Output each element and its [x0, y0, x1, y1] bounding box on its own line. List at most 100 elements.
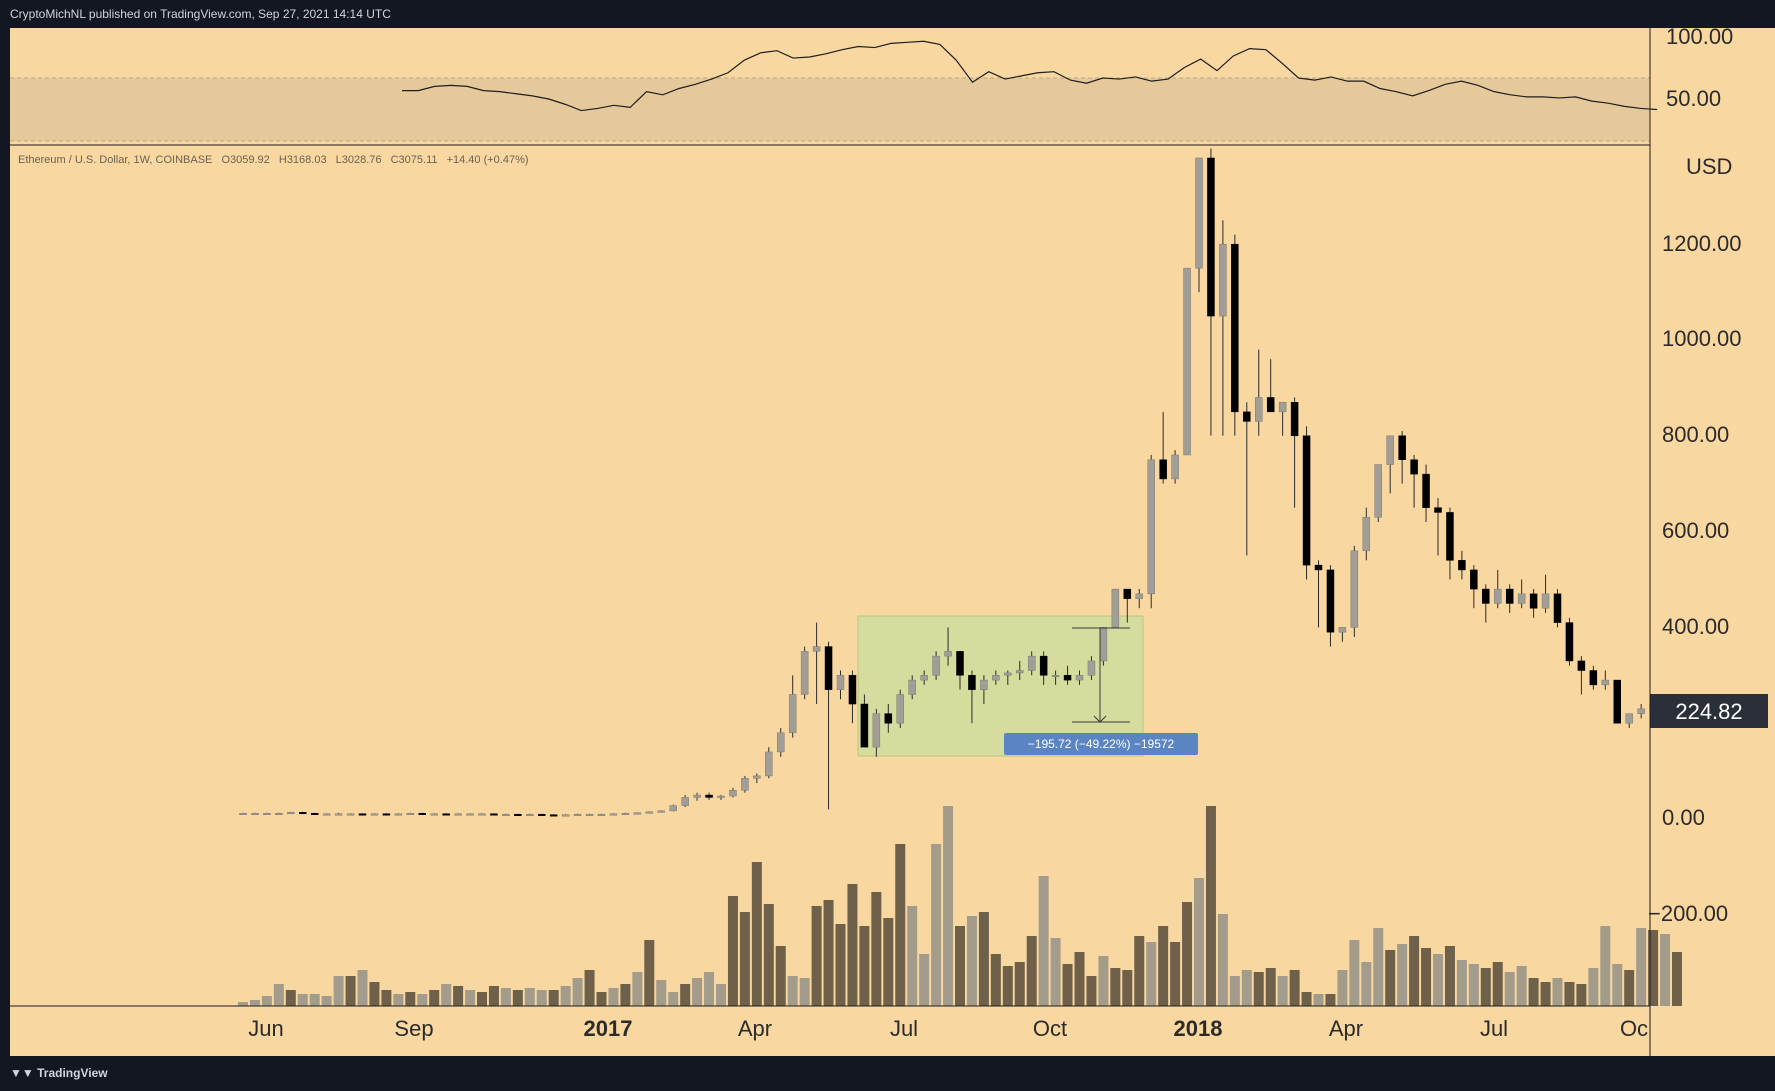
candle-body: [1410, 459, 1418, 475]
volume-bar: [273, 984, 284, 1006]
candle-body: [251, 813, 259, 816]
last-price-value: 224.82: [1675, 699, 1742, 724]
candle-body: [932, 655, 940, 676]
candle: [1625, 713, 1633, 728]
volume-bar: [955, 926, 965, 1006]
candle-body: [310, 813, 319, 816]
candle: [645, 811, 654, 814]
candle: [1386, 435, 1394, 494]
last-price-tag: 224.82: [1650, 694, 1768, 728]
volume-bar: [405, 992, 416, 1006]
volume-bar: [309, 994, 320, 1006]
volume-bar: [644, 940, 655, 1006]
candle-body: [1482, 588, 1490, 604]
candle-body: [872, 713, 881, 748]
candle: [884, 704, 893, 733]
volume-bar: [1480, 968, 1491, 1006]
volume-bar: [763, 904, 774, 1006]
volume-bar: [393, 994, 404, 1006]
volume-bars: [238, 806, 1682, 1006]
candle: [920, 670, 928, 685]
rsi-tick-100: 100.00: [1666, 28, 1733, 49]
candle-body: [1051, 675, 1060, 678]
candle: [836, 670, 845, 700]
candle-body: [848, 675, 857, 705]
volume-bar: [500, 988, 511, 1006]
last-price-background: [1650, 694, 1768, 728]
volume-bar: [261, 996, 272, 1006]
candle: [514, 813, 522, 816]
candle: [1266, 359, 1275, 413]
candle: [502, 813, 510, 816]
volume-bar: [1217, 914, 1228, 1006]
candle-body: [275, 813, 283, 816]
volume-bar: [1038, 876, 1049, 1006]
volume-bar: [357, 970, 368, 1006]
currency-label: USD: [1686, 154, 1732, 179]
rsi-band: [10, 78, 1650, 141]
price-tick-800: 800.00: [1662, 422, 1729, 447]
volume-bar: [465, 990, 476, 1006]
candle-body: [992, 675, 1000, 681]
candle-body: [585, 813, 594, 816]
time-axis: Jun Sep 2017 Apr Jul Oct 2018 Apr Jul Oc: [248, 1016, 1648, 1041]
candle: [1063, 665, 1072, 685]
publish-info: CryptoMichNL published on TradingView.co…: [10, 7, 391, 21]
measure-tool[interactable]: −195.72 (−49.22%) −19572: [1004, 627, 1198, 755]
volume-bar: [524, 988, 535, 1006]
volume-bar: [596, 992, 607, 1006]
candle: [633, 812, 642, 815]
tradingview-logo[interactable]: ▼▼ TradingView: [10, 1066, 108, 1080]
candle: [1326, 565, 1335, 647]
candle-body: [1494, 588, 1502, 604]
volume-bar: [441, 984, 452, 1006]
volume-bar: [620, 984, 631, 1006]
range-highlight-box[interactable]: [857, 615, 1144, 757]
volume-bar: [1444, 946, 1455, 1006]
time-tick-2017: 2017: [584, 1016, 633, 1041]
price-chart[interactable]: 100.00 50.00 Ethereum / U.S. Dollar, 1W,…: [0, 28, 1775, 1056]
volume-bar: [919, 954, 930, 1006]
volume-bar: [1170, 942, 1181, 1006]
volume-bar: [1002, 966, 1013, 1006]
candle: [1470, 565, 1478, 609]
candle: [669, 804, 677, 812]
candle-body: [1278, 402, 1287, 413]
volume-bar: [249, 1000, 260, 1006]
candle: [1314, 560, 1323, 628]
candle-body: [1195, 157, 1203, 269]
volume-bar: [488, 986, 499, 1006]
high-label: H: [279, 154, 287, 166]
candle: [1004, 670, 1012, 685]
volume-bar: [429, 990, 440, 1006]
candle: [1147, 454, 1155, 609]
volume-bar: [1576, 984, 1587, 1006]
candle-body: [645, 811, 654, 814]
candle: [239, 812, 247, 816]
volume-bar: [1672, 952, 1682, 1006]
volume-bar: [345, 976, 356, 1006]
time-tick-jul-2018: Jul: [1480, 1016, 1508, 1041]
high-value: 3168.03: [287, 154, 327, 166]
price-tick-0: 0.00: [1662, 805, 1705, 830]
candle-body: [322, 813, 331, 816]
volume-bar: [799, 978, 810, 1006]
tradingview-icon: ▼▼: [10, 1066, 34, 1080]
volume-bar: [1397, 944, 1408, 1006]
candle-body: [1123, 588, 1132, 599]
candle: [490, 813, 498, 816]
volume-bar: [1337, 970, 1348, 1006]
candle-body: [1326, 569, 1335, 633]
candle: [418, 812, 426, 816]
candle-body: [514, 813, 522, 816]
volume-bar: [572, 978, 583, 1006]
candle: [1613, 679, 1621, 724]
candle: [1553, 589, 1562, 628]
candle-body: [1458, 560, 1466, 571]
candle: [1458, 550, 1466, 580]
volume-bar: [1492, 962, 1503, 1006]
time-tick-jul: Jul: [890, 1016, 918, 1041]
candle-body: [1314, 564, 1323, 571]
volume-bar: [1313, 994, 1324, 1006]
close-value: 3075.11: [399, 154, 438, 166]
